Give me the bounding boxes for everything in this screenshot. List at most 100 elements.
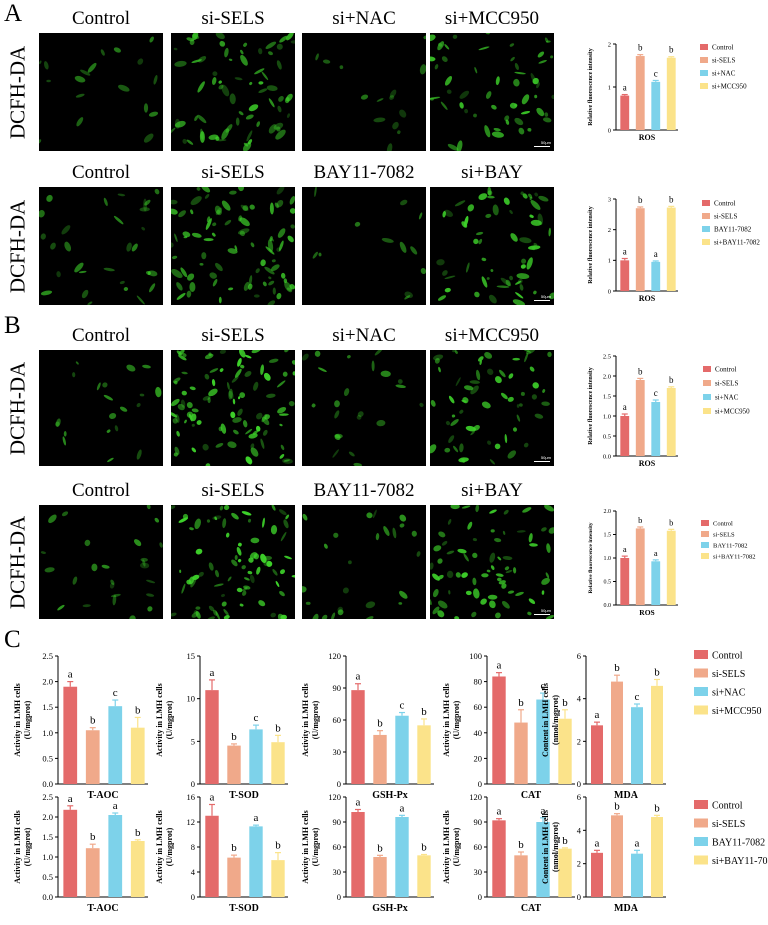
image-column-title: si-SELS bbox=[201, 325, 265, 346]
y-axis-label: Activity in LMH cells bbox=[13, 683, 22, 757]
bar bbox=[651, 81, 661, 130]
bar bbox=[417, 725, 431, 784]
significance-letter: b bbox=[562, 835, 568, 847]
bar bbox=[63, 809, 78, 897]
legend-swatch bbox=[700, 70, 708, 76]
y-axis-label: Relative fluorescence intensity bbox=[588, 522, 594, 593]
significance-letter: a bbox=[654, 249, 658, 259]
x-axis-label: T-AOC bbox=[87, 903, 118, 914]
legend-swatch bbox=[700, 44, 708, 50]
fluorescence-micrograph bbox=[171, 33, 295, 151]
legend-label: si+NAC bbox=[712, 688, 746, 699]
significance-letter: b bbox=[669, 517, 673, 527]
legend-label: si+BAY11-7082 bbox=[713, 554, 756, 561]
significance-letter: b bbox=[638, 43, 643, 53]
y-axis-label: (nmol/mgprot) bbox=[551, 695, 560, 745]
bar bbox=[395, 817, 409, 897]
y-tick-label: 0 bbox=[191, 892, 195, 902]
legend-label: si+NAC bbox=[712, 70, 736, 78]
y-tick-label: 4 bbox=[577, 825, 582, 835]
significance-letter: a bbox=[623, 83, 627, 93]
fluorescence-micrograph bbox=[171, 187, 295, 305]
legend-swatch bbox=[694, 668, 708, 678]
significance-letter: b bbox=[654, 802, 660, 814]
y-axis-label: Activity in LMH cells bbox=[301, 683, 310, 757]
significance-letter: b bbox=[638, 515, 642, 525]
bar bbox=[63, 686, 78, 784]
significance-letter: b bbox=[614, 662, 620, 674]
legend-label: si-SELS bbox=[712, 57, 735, 65]
image-column-title: Control bbox=[71, 162, 131, 183]
significance-letter: b bbox=[377, 718, 383, 730]
x-axis-label: ROS bbox=[639, 133, 656, 142]
fluorescence-micrograph bbox=[302, 350, 426, 466]
significance-letter: a bbox=[356, 797, 361, 809]
significance-letter: a bbox=[623, 402, 627, 412]
significance-letter: a bbox=[497, 660, 502, 672]
bar bbox=[620, 558, 630, 605]
y-tick-label: 0 bbox=[337, 892, 341, 902]
y-tick-label: 0.0 bbox=[604, 603, 612, 609]
legend-swatch bbox=[702, 226, 710, 232]
legend-label: si+MCC950 bbox=[712, 706, 762, 717]
significance-letter: a bbox=[400, 802, 405, 814]
significance-letter: b bbox=[518, 697, 524, 709]
y-tick-label: 1.0 bbox=[603, 413, 611, 420]
fluorescence-micrograph bbox=[39, 33, 163, 151]
y-tick-label: 8 bbox=[191, 842, 195, 852]
legend-swatch bbox=[694, 855, 708, 865]
y-tick-label: 60 bbox=[474, 702, 483, 712]
bar bbox=[373, 857, 387, 897]
legend-swatch bbox=[703, 394, 711, 400]
significance-letter: b bbox=[638, 366, 643, 376]
y-tick-label: 0.5 bbox=[42, 753, 53, 763]
y-axis-label: Activity in LMH cells bbox=[13, 810, 22, 884]
y-axis-label: (U/mgprot) bbox=[311, 700, 320, 739]
y-tick-label: 60 bbox=[333, 842, 342, 852]
y-tick-label: 6 bbox=[577, 651, 581, 661]
significance-letter: b bbox=[231, 731, 237, 743]
bar bbox=[514, 855, 528, 897]
legend-swatch bbox=[700, 57, 708, 63]
bar bbox=[635, 56, 645, 130]
significance-letter: a bbox=[623, 544, 627, 554]
significance-letter: b bbox=[135, 827, 141, 839]
legend-label: BAY11-7082 bbox=[714, 226, 752, 234]
bar bbox=[620, 260, 630, 291]
y-axis-label: Activity in LMH cells bbox=[442, 810, 451, 884]
y-axis-label: (nmol/mgprot) bbox=[551, 822, 560, 872]
image-column-title: Control bbox=[71, 8, 131, 29]
scale-bar bbox=[534, 614, 550, 615]
legend-label: BAY11-7082 bbox=[712, 838, 765, 849]
legend-label: Control bbox=[712, 801, 743, 812]
bar bbox=[395, 715, 409, 784]
y-tick-label: 0.5 bbox=[603, 433, 611, 440]
image-column-title: si+BAY bbox=[461, 480, 523, 501]
legend-label: si+MCC950 bbox=[712, 83, 747, 91]
image-column-title: BAY11-7082 bbox=[313, 480, 415, 501]
significance-letter: b bbox=[669, 45, 674, 55]
fluorescence-micrograph bbox=[39, 350, 163, 466]
x-axis-label: ROS bbox=[639, 294, 656, 303]
legend-label: si-SELS bbox=[714, 213, 737, 221]
bar bbox=[631, 707, 643, 784]
bar bbox=[108, 706, 123, 784]
significance-letter: b bbox=[669, 375, 674, 385]
legend-swatch bbox=[701, 542, 709, 548]
significance-letter: a bbox=[68, 793, 73, 805]
significance-letter: b bbox=[654, 666, 660, 678]
y-axis-label: (U/mgprot) bbox=[452, 827, 461, 866]
image-column-title: Control bbox=[71, 480, 131, 501]
bar bbox=[651, 402, 661, 456]
y-tick-label: 0.0 bbox=[42, 779, 53, 789]
y-tick-label: 60 bbox=[474, 842, 483, 852]
fluorescence-micrograph: 50μm bbox=[430, 505, 554, 619]
y-tick-label: 3 bbox=[608, 196, 611, 203]
y-tick-label: 120 bbox=[328, 792, 341, 802]
panel-label-b: B bbox=[4, 312, 21, 339]
bar bbox=[249, 729, 263, 784]
bar bbox=[492, 676, 506, 784]
y-tick-label: 12 bbox=[187, 817, 196, 827]
y-tick-label: 90 bbox=[333, 683, 342, 693]
y-tick-label: 6 bbox=[577, 792, 581, 802]
